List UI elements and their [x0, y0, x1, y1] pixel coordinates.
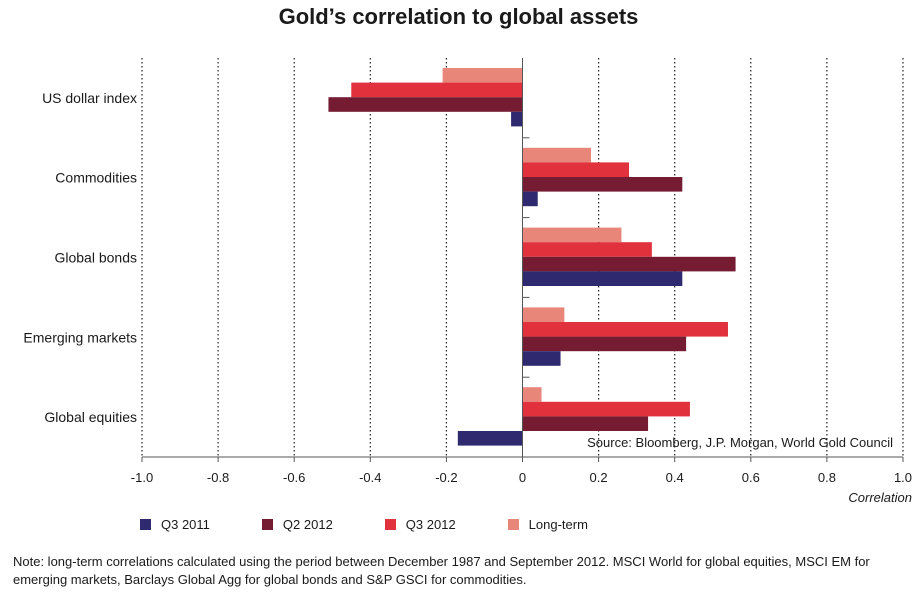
legend-item-q3-2011: Q3 2011 [140, 517, 210, 532]
x-tick-label-3: -0.4 [359, 470, 381, 485]
bar-global-equities-q2-2012 [522, 416, 649, 431]
x-tick-label-1: -0.8 [207, 470, 229, 485]
legend-swatch [507, 519, 519, 530]
gridlines [141, 58, 904, 457]
bar-global-bonds-q3-2012 [522, 242, 652, 257]
legend-swatch [384, 519, 396, 530]
chart-title: Gold’s correlation to global assets [278, 4, 639, 29]
x-tick-label-7: 0.4 [666, 470, 684, 485]
bars [328, 68, 736, 446]
x-tick-label-4: -0.2 [435, 470, 457, 485]
category-label-1: Commodities [55, 170, 137, 186]
x-tick-label-8: 0.6 [742, 470, 760, 485]
bar-global-equities-q3-2012 [522, 401, 690, 417]
x-tick-label-0: -1.0 [131, 470, 153, 485]
bar-us-dollar-index-q3-2011 [511, 111, 523, 127]
bar-emerging-markets-q3-2011 [522, 351, 561, 366]
legend-item-long-term: Long-term [507, 517, 588, 532]
bar-commodities-q3-2011 [522, 191, 538, 207]
bar-commodities-q2-2012 [522, 177, 683, 192]
bar-global-equities-q3-2011 [457, 431, 523, 446]
legend-label: Q3 2012 [405, 517, 456, 532]
bar-emerging-markets-long-term [522, 307, 565, 322]
category-label-0: US dollar index [42, 90, 137, 106]
bar-emerging-markets-q2-2012 [522, 336, 687, 352]
bar-us-dollar-index-q3-2012 [351, 82, 523, 98]
legend-label: Q2 2012 [282, 517, 333, 532]
bar-global-bonds-q2-2012 [522, 256, 736, 272]
legend-label: Q3 2011 [161, 517, 210, 532]
x-axis-title: Correlation [848, 490, 912, 505]
category-label-3: Emerging markets [23, 329, 137, 345]
x-tick-label-10: 1.0 [894, 470, 912, 485]
legend: Q3 2011 Q2 2012 Q3 2012 Long-term [140, 517, 640, 532]
bar-us-dollar-index-q2-2012 [328, 97, 523, 112]
x-tick-label-5: 0 [519, 470, 526, 485]
bar-global-equities-long-term [522, 387, 542, 402]
category-label-2: Global bonds [54, 250, 137, 266]
bar-commodities-q3-2012 [522, 162, 630, 177]
x-tick-label-6: 0.2 [590, 470, 608, 485]
x-tick-label-9: 0.8 [818, 470, 836, 485]
source-note: Source: Bloomberg, J.P. Morgan, World Go… [587, 435, 893, 450]
bar-global-bonds-long-term [522, 227, 622, 243]
legend-item-q3-2012: Q3 2012 [384, 517, 456, 532]
legend-swatch [261, 519, 273, 530]
legend-label: Long-term [528, 517, 588, 532]
bar-global-bonds-q3-2011 [522, 271, 683, 286]
bar-emerging-markets-q3-2012 [522, 322, 728, 337]
bar-us-dollar-index-long-term [442, 68, 523, 83]
footnote: Note: long-term correlations calculated … [13, 554, 870, 587]
category-label-4: Global equities [44, 409, 137, 425]
legend-item-q2-2012: Q2 2012 [261, 517, 333, 532]
x-tick-label-2: -0.6 [283, 470, 305, 485]
legend-swatch [140, 519, 151, 530]
axes: -1.0 -0.8 -0.6 -0.4 -0.2 0 0.2 0.4 0.6 0.8 1.0 US d… [23, 58, 912, 485]
bar-commodities-long-term [522, 147, 591, 163]
